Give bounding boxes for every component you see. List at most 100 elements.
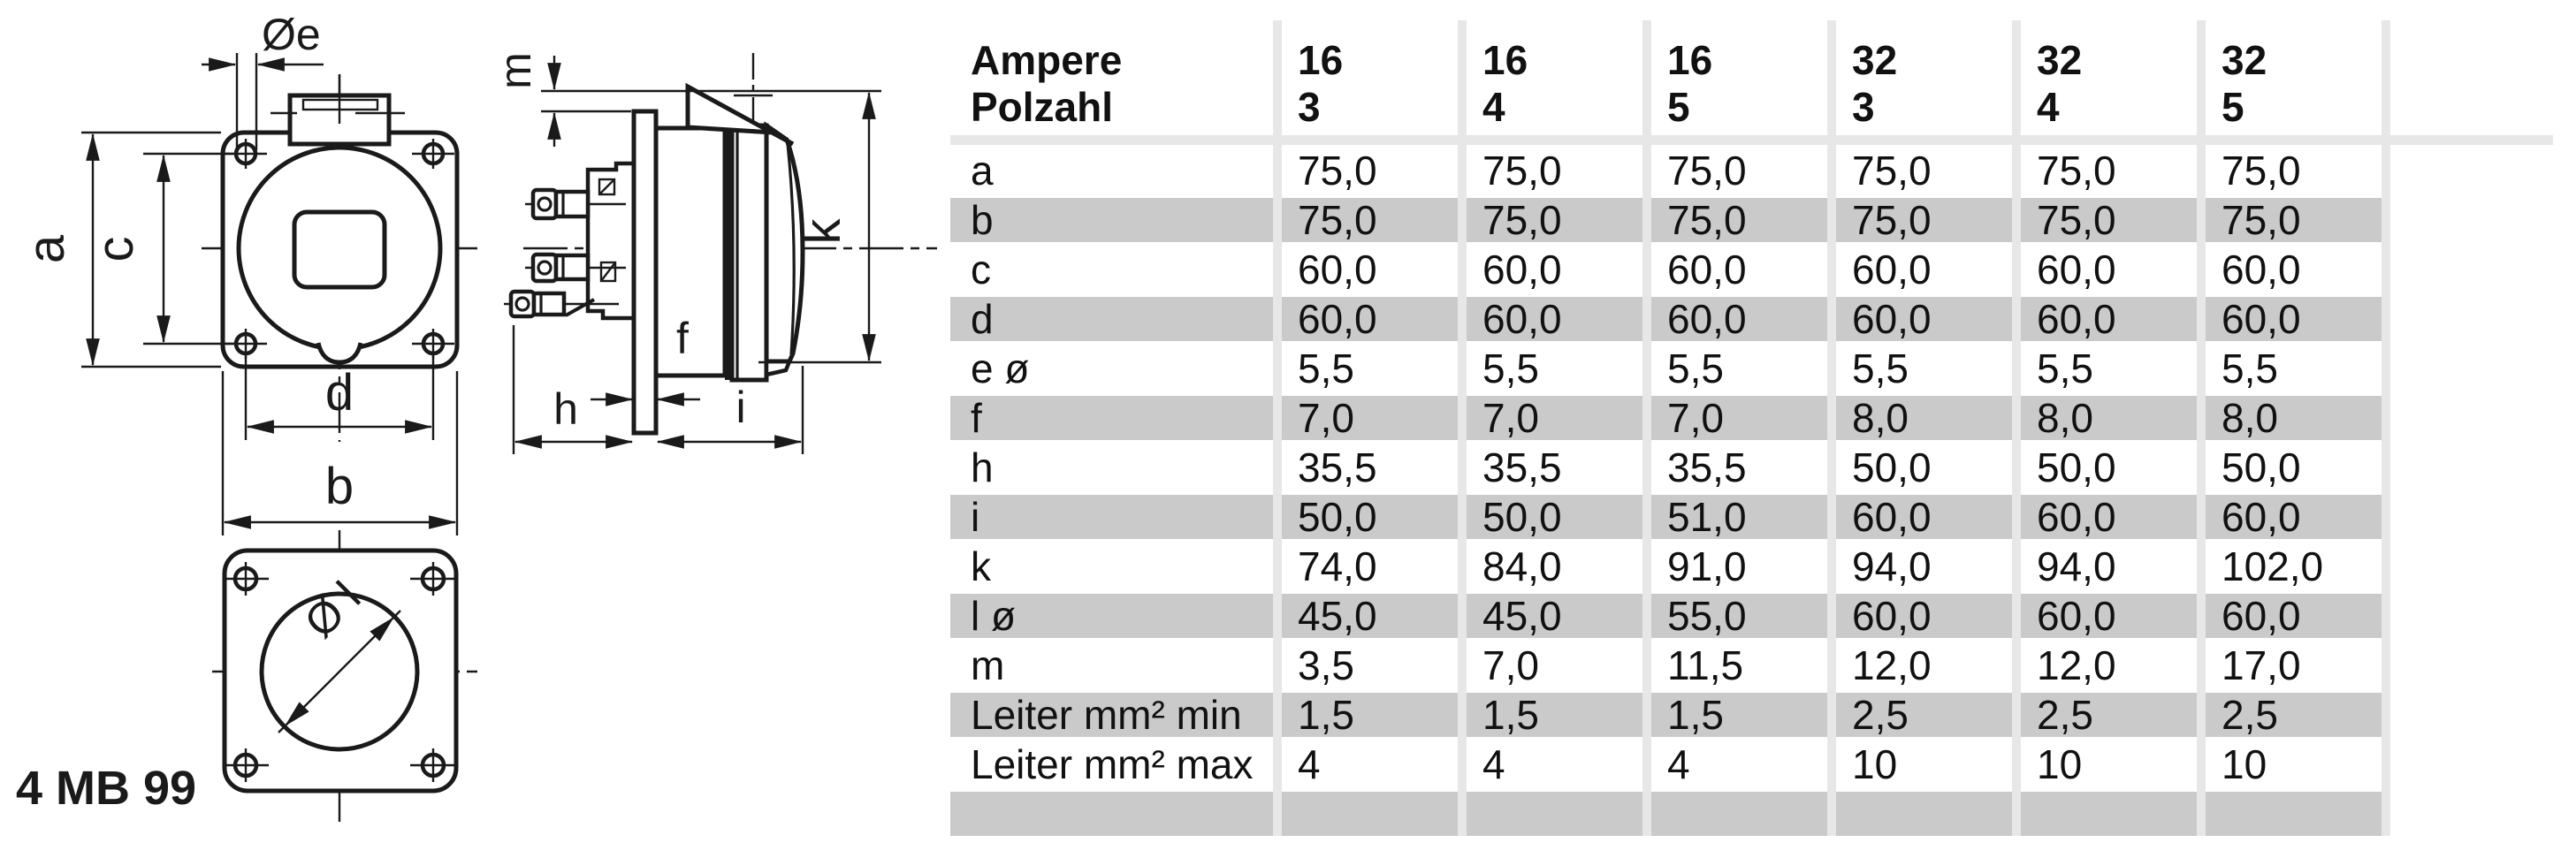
column-separator: [1273, 20, 1282, 836]
table-cell: 12,0: [2037, 642, 2116, 688]
cutout-circle: [259, 591, 420, 752]
terminal-block: [585, 161, 636, 321]
dim-label-c: c: [87, 237, 144, 262]
table-cell: 60,0: [1482, 247, 1562, 292]
table-cell: 8,0: [2037, 395, 2093, 441]
c-extension-lines: [143, 152, 233, 345]
table-cell: 60,0: [2037, 247, 2116, 292]
row-label: m: [971, 642, 1005, 688]
front-view: Øe a c d b: [18, 10, 477, 535]
table-cell: 50,0: [1852, 444, 1932, 490]
header-separator: [950, 135, 2553, 145]
table-cell: 7,0: [1667, 395, 1724, 441]
table-cell: 75,0: [1482, 197, 1562, 243]
table-cell: 2,5: [2037, 692, 2093, 738]
cutout-view: Ø l: [212, 530, 477, 822]
row-label: k: [971, 543, 991, 589]
cutout-holes: [223, 562, 456, 782]
table-cell: 74,0: [1298, 543, 1377, 589]
table-cell: 75,0: [2037, 197, 2116, 243]
table-cell: 32: [1852, 37, 1898, 83]
dim-label-a: a: [18, 234, 75, 263]
table-cell: 60,0: [1298, 296, 1377, 342]
table-cell: 5,5: [2037, 345, 2093, 391]
table-cell: 10: [2222, 741, 2267, 787]
table-cell: 35,5: [1667, 444, 1747, 490]
table-cell: 60,0: [2037, 296, 2116, 342]
table-cell: 75,0: [1667, 148, 1747, 194]
table-cell: 75,0: [1667, 197, 1747, 243]
table-cell: 7,0: [1482, 642, 1539, 688]
table-cell: 2,5: [1852, 692, 1909, 738]
row-label: l ø: [971, 593, 1017, 639]
table-cell: 75,0: [1852, 148, 1932, 194]
table-cell: 5,5: [1482, 345, 1539, 391]
table-cell: 60,0: [1667, 296, 1747, 342]
table-header: Ampere 16 16 16 32 32 32 Polzahl 3 4 5 3 4 5: [950, 37, 2382, 131]
row-label: Ampere: [971, 37, 1123, 83]
row-label: h: [971, 444, 994, 490]
dim-label-i: i: [735, 383, 745, 432]
table-header-row: Polzahl 3 4 5 3 4 5: [950, 84, 2382, 131]
table-cell: 60,0: [2222, 296, 2301, 342]
table-cell: 75,0: [1482, 148, 1562, 194]
table-cell: 3,5: [1298, 642, 1354, 688]
row-label: i: [971, 494, 980, 540]
row-label: Polzahl: [971, 84, 1114, 130]
table-cell: 60,0: [2222, 593, 2301, 639]
table-cell: 32: [2037, 37, 2083, 83]
mounting-plate: [631, 109, 659, 436]
row-label: Leiter mm² max: [971, 741, 1254, 787]
dim-label-h: h: [553, 384, 578, 434]
table-row: c 60,0 60,0 60,0 60,0 60,0 60,0: [950, 247, 2382, 292]
column-separator: [1827, 20, 1836, 836]
table-row: b 75,0 75,0 75,0 75,0 75,0 75,0: [950, 197, 2382, 243]
table-cell: 35,5: [1298, 444, 1377, 490]
block-detail-2: [599, 261, 617, 283]
flange-holes: [225, 139, 454, 359]
table-cell: 35,5: [1482, 444, 1562, 490]
product-code: 4 MB 99: [16, 762, 196, 815]
table-cell: 5,5: [1667, 345, 1724, 391]
table-cell: 16: [1298, 37, 1344, 83]
table-row: f 7,0 7,0 7,0 8,0 8,0 8,0: [950, 395, 2382, 441]
table-cell: 75,0: [2222, 197, 2301, 243]
table-cell: 91,0: [1667, 543, 1747, 589]
socket-opening: [292, 209, 387, 290]
table-row: e ø 5,5 5,5 5,5 5,5 5,5 5,5: [950, 345, 2382, 391]
table-cell: 60,0: [1667, 247, 1747, 292]
table-cell: 4: [1667, 741, 1690, 787]
table-cell: 60,0: [2222, 247, 2301, 292]
row-label: a: [971, 148, 994, 194]
dim-label-k: k: [794, 218, 851, 245]
table-cell: 60,0: [2037, 494, 2116, 540]
table-row: Leiter mm² max 4 4 4 10 10 10: [950, 741, 2382, 787]
table-cell: 5,5: [1298, 345, 1354, 391]
table-cell: 75,0: [2222, 148, 2301, 194]
table-cell: 7,0: [1298, 395, 1354, 441]
table-cell: 10: [1852, 741, 1898, 787]
table-row: [950, 792, 2382, 836]
block-detail-1: [598, 178, 616, 196]
dim-label-b: b: [325, 458, 354, 515]
table-cell: 102,0: [2222, 543, 2324, 589]
table-row: Leiter mm² min 1,5 1,5 1,5 2,5 2,5 2,5: [950, 692, 2382, 738]
column-separator: [2382, 20, 2390, 836]
dimension-table: Ampere 16 16 16 32 32 32 Polzahl 3 4 5 3 4 5 a 75,…: [950, 0, 2553, 858]
row-label: b: [971, 197, 994, 243]
table-cell: 84,0: [1482, 543, 1562, 589]
dim-label-e-diameter: Øe: [262, 10, 321, 59]
row-label: Leiter mm² min: [971, 692, 1242, 738]
table-cell: 45,0: [1482, 593, 1562, 639]
table-row: k 74,0 84,0 91,0 94,0 94,0 102,0: [950, 543, 2382, 589]
table-cell: 4: [1482, 741, 1505, 787]
table-cell: 5: [1667, 84, 1690, 130]
l-dim-line: [285, 617, 394, 726]
table-cell: 45,0: [1298, 593, 1377, 639]
table-header-row: Ampere 16 16 16 32 32 32: [950, 37, 2382, 84]
table-cell: 10: [2037, 741, 2083, 787]
block-detail-1-diag: [598, 178, 615, 195]
table-cell: 60,0: [2222, 494, 2301, 540]
table-cell: 75,0: [1298, 148, 1377, 194]
table-row: d 60,0 60,0 60,0 60,0 60,0 60,0: [950, 296, 2382, 342]
